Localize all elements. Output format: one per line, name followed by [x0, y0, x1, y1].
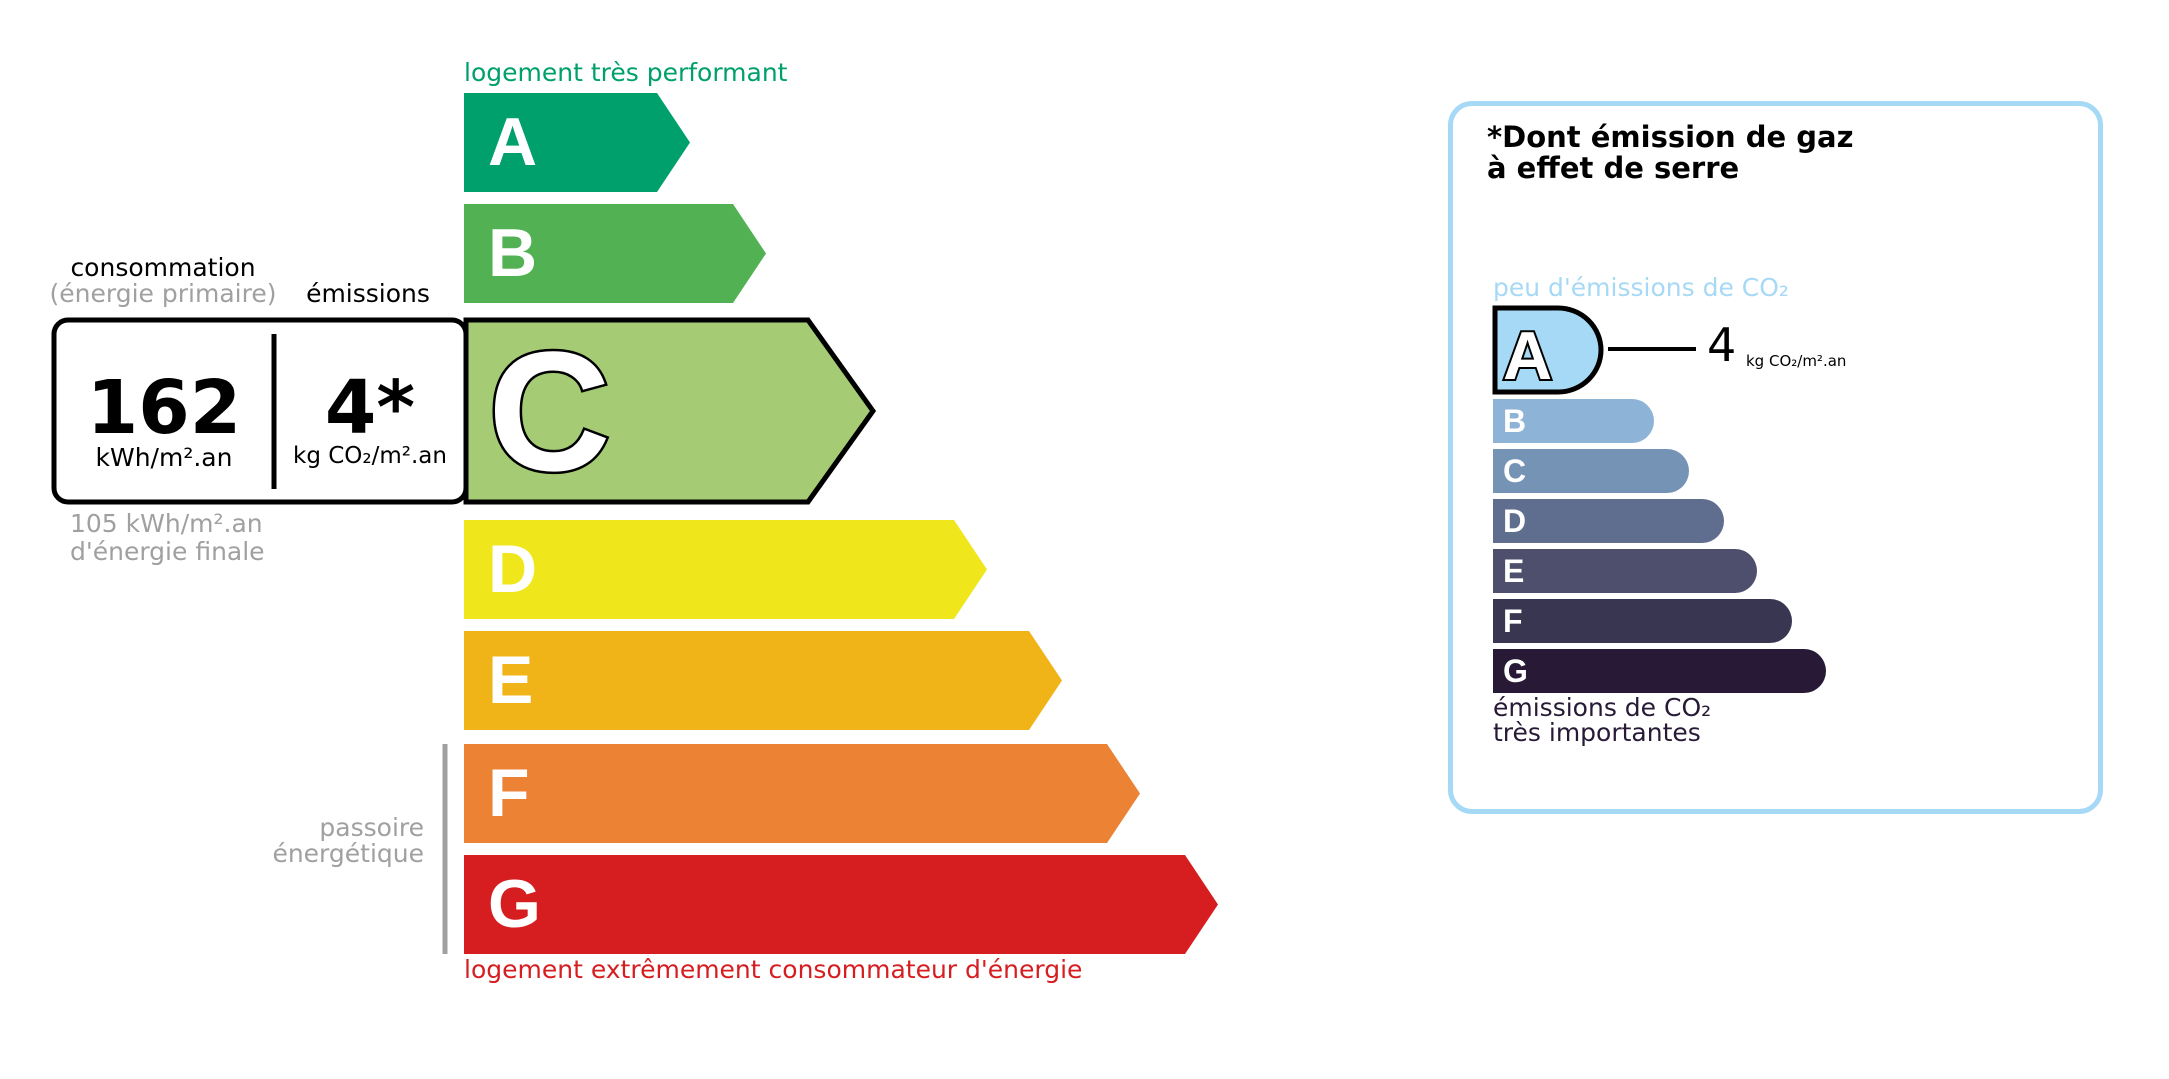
class-letter: F	[488, 755, 530, 831]
ghg-class-f: F	[1493, 599, 1792, 643]
energy-class-g: G	[464, 855, 1218, 954]
energy-class-f: F	[464, 744, 1140, 843]
class-letter: E	[488, 642, 534, 718]
passoire-line2: énergétique	[272, 839, 424, 868]
passoire-line1: passoire	[319, 813, 424, 842]
final-energy: 105 kWh/m².an d'énergie finale	[70, 510, 265, 566]
ghg-top-label: peu d'émissions de CO₂	[1493, 273, 1789, 302]
ghg-class-c: C	[1493, 449, 1689, 493]
energy-class-d: D	[464, 520, 987, 619]
top-label: logement très performant	[464, 58, 788, 87]
ghg-title-line1: *Dont émission de gaz	[1487, 120, 1854, 154]
class-letter: A	[1503, 318, 1552, 394]
class-letter: C	[488, 317, 611, 507]
class-letter: G	[488, 866, 541, 942]
class-letter: C	[1503, 453, 1527, 489]
class-letter: G	[1503, 653, 1528, 689]
ghg-class-b: B	[1493, 399, 1654, 443]
ghg-class-g: G	[1493, 649, 1826, 693]
ghg-unit: kg CO₂/m².an	[1746, 352, 1847, 370]
ghg-class-a	[1492, 305, 1604, 395]
class-letter: F	[1503, 603, 1523, 639]
class-letter: E	[1503, 553, 1525, 589]
final-energy-value: 105 kWh/m².an	[70, 509, 263, 538]
class-letter: B	[488, 215, 538, 291]
class-letter: A	[488, 104, 538, 180]
ghg-value: 4	[1707, 318, 1737, 372]
ghg-title-line2: à effet de serre	[1487, 151, 1740, 185]
consumption-unit: kWh/m².an	[95, 443, 233, 472]
emissions-value: 4*	[324, 365, 416, 451]
ghg-panel	[1448, 101, 2103, 814]
energy-class-b: B	[464, 204, 766, 303]
ghg-title: *Dont émission de gaz à effet de serre	[1487, 122, 1853, 184]
ghg-class-d: D	[1493, 499, 1724, 543]
class-letter: B	[1503, 403, 1527, 439]
ghg-bottom-label: émissions de CO₂ très importantes	[1493, 695, 1711, 745]
final-energy-label: d'énergie finale	[70, 537, 265, 566]
ghg-bottom-line2: très importantes	[1493, 718, 1701, 747]
passoire-label: passoire énergétique	[272, 815, 424, 867]
ghg-current-class: A	[1492, 305, 1696, 396]
energy-class-a: A	[464, 93, 690, 192]
class-letter: D	[1503, 503, 1527, 539]
value-box	[51, 317, 469, 505]
class-letter: D	[488, 531, 538, 607]
emissions-header: émissions	[306, 279, 430, 308]
consumption-value: 162	[86, 365, 242, 451]
consumption-header: consommation	[70, 253, 256, 282]
ghg-bottom-line1: émissions de CO₂	[1493, 693, 1712, 722]
bottom-label: logement extrêmement consommateur d'éner…	[464, 955, 1083, 984]
energy-class-e: E	[464, 631, 1062, 730]
consumption-subheader: (énergie primaire)	[49, 279, 277, 308]
emissions-unit: kg CO₂/m².an	[293, 443, 447, 469]
ghg-class-e: E	[1493, 549, 1757, 593]
